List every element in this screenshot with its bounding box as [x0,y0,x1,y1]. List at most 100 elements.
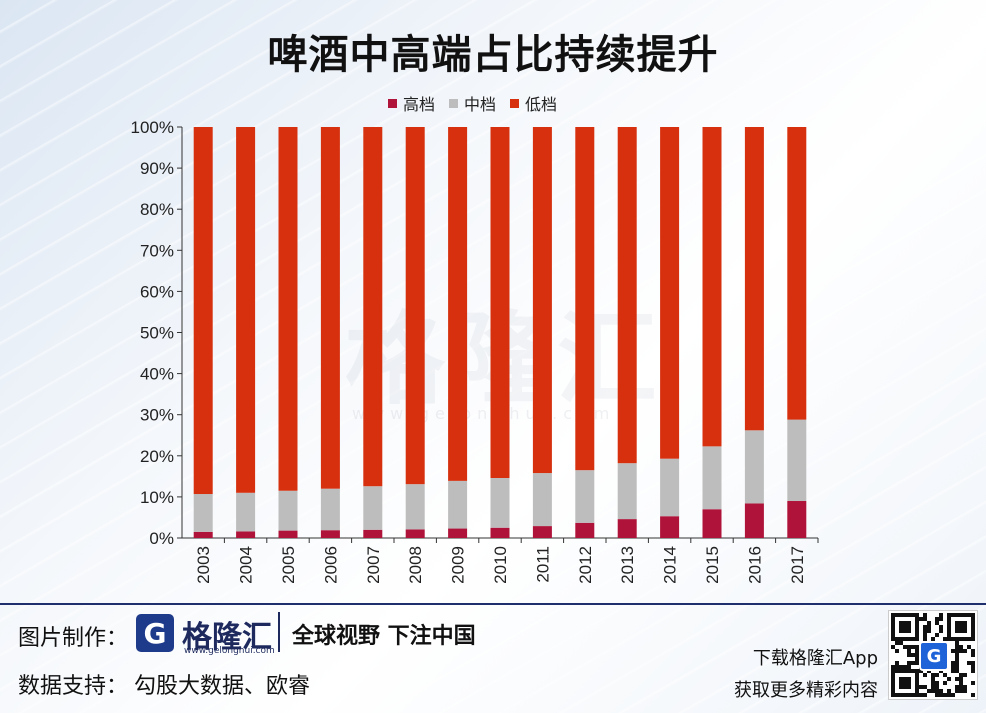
bar-segment-mid [236,492,256,532]
bar-segment-low [363,127,383,487]
qr-module [927,689,931,693]
qr-module [959,673,963,677]
qr-module [971,681,975,685]
qr-code[interactable]: G [888,610,978,700]
data-sources: 勾股大数据、欧睿 [134,674,311,699]
more-content-text: 获取更多精彩内容 [734,680,878,701]
bar-segment-mid [363,486,383,530]
y-tick-label: 20% [140,447,174,466]
qr-finder-inner [899,677,911,689]
bar-segment-low [193,127,213,495]
bar-segment-high [490,527,510,538]
qr-module [919,669,923,673]
bar-segment-low [236,127,256,493]
qr-module [955,661,959,665]
qr-module [895,641,899,645]
qr-module [915,653,919,657]
bar-segment-high [405,529,425,538]
qr-module [931,689,935,693]
qr-module [899,641,903,645]
x-tick-label: 2014 [661,546,680,584]
bar-segment-low [448,127,468,481]
qr-module [923,629,927,633]
y-tick-label: 10% [140,488,174,507]
qr-module [955,641,959,645]
bar-segment-mid [532,473,552,527]
qr-module [955,645,959,649]
qr-module [935,681,939,685]
x-tick-label: 2008 [406,546,425,584]
qr-module [959,649,963,653]
qr-finder-inner [899,621,911,633]
footer-divider [0,603,986,605]
qr-module [955,689,959,693]
bar-segment-mid [320,488,340,531]
logo-url: www.gelonghui.com [184,646,275,656]
qr-module [895,661,899,665]
download-app-text: 下载格隆汇App [752,648,878,669]
qr-module [931,637,935,641]
qr-module [959,685,963,689]
bar-segment-high [532,526,552,538]
x-tick-label: 2016 [745,546,764,584]
slogan: 全球视野 下注中国 [292,624,476,649]
gelonghui-logo-icon: G [136,614,174,652]
x-tick-label: 2007 [364,546,383,584]
qr-module [955,657,959,661]
bar-segment-low [617,127,637,464]
x-tick-label: 2005 [279,546,298,584]
qr-module [935,621,939,625]
qr-module [963,689,967,693]
qr-module [971,661,975,665]
logo-separator [278,612,280,652]
qr-module [927,621,931,625]
qr-module [923,625,927,629]
qr-module [923,673,927,677]
qr-module [935,693,939,697]
x-tick-label: 2010 [491,546,510,584]
qr-module [951,665,955,669]
legend-item-high: 高档 [388,91,435,115]
qr-module [923,617,927,621]
bar-segment-low [787,127,807,420]
y-tick-label: 40% [140,365,174,384]
bar-segment-mid [787,419,807,502]
data-support-label: 数据支持： [18,674,129,699]
qr-module [951,669,955,673]
qr-module [959,681,963,685]
qr-module [971,665,975,669]
legend-swatch-high [388,98,397,108]
qr-module [927,625,931,629]
bar-segment-low [532,127,552,474]
qr-module [971,693,975,697]
qr-module [947,677,951,681]
legend-item-mid: 中档 [449,91,496,115]
qr-module [939,669,943,673]
y-tick-label: 70% [140,241,174,260]
bar-segment-mid [448,480,468,529]
qr-module [951,661,955,665]
qr-module [907,665,911,669]
qr-module [955,669,959,673]
qr-module [931,681,935,685]
qr-module [927,629,931,633]
qr-module [967,661,971,665]
qr-module [971,649,975,653]
bar-segment-high [320,530,340,538]
bar-segment-low [320,127,340,489]
legend-item-low: 低档 [510,91,557,115]
qr-module [915,645,919,649]
bar-segment-low [405,127,425,485]
qr-module [907,645,911,649]
qr-module [891,665,895,669]
qr-module [955,653,959,657]
qr-module [951,649,955,653]
qr-module [939,613,943,617]
qr-module [939,629,943,633]
qr-module [947,693,951,697]
qr-module [907,649,911,653]
legend-label-mid: 中档 [464,95,497,114]
x-tick-label: 2012 [576,546,595,584]
qr-module [963,685,967,689]
qr-module [931,685,935,689]
